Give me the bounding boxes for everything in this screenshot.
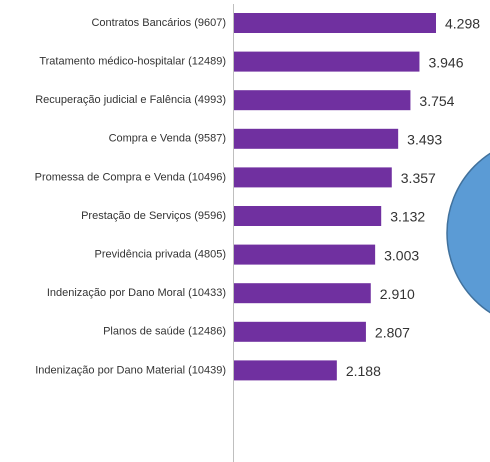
category-label: Recuperação judicial e Falência (4993) xyxy=(35,94,226,106)
category-label: Tratamento médico-hospitalar (12489) xyxy=(39,56,226,68)
bar xyxy=(234,51,420,72)
category-label: Planos de saúde (12486) xyxy=(103,326,226,338)
value-label: 2.188 xyxy=(346,363,381,379)
bar xyxy=(234,206,382,226)
value-label: 2.910 xyxy=(380,286,415,302)
value-label: 3.132 xyxy=(390,209,425,225)
value-label: 3.493 xyxy=(407,132,442,148)
category-label: Compra e Venda (9587) xyxy=(109,133,226,145)
bar xyxy=(234,13,436,33)
bar xyxy=(234,321,366,342)
value-label: 3.946 xyxy=(428,54,463,70)
value-label: 3.754 xyxy=(419,93,454,109)
value-label: 2.807 xyxy=(375,325,410,341)
category-label: Indenização por Dano Material (10439) xyxy=(35,364,226,376)
bar xyxy=(234,90,411,111)
bar xyxy=(234,360,337,381)
decorative-circle xyxy=(446,152,490,314)
value-label: 3.003 xyxy=(384,247,419,263)
bar xyxy=(234,167,392,188)
category-label: Promessa de Compra e Venda (10496) xyxy=(35,171,226,183)
category-label: Previdência privada (4805) xyxy=(95,249,226,261)
category-label: Prestação de Serviços (9596) xyxy=(81,210,226,222)
value-label: 4.298 xyxy=(445,16,480,32)
bar xyxy=(234,244,376,265)
bar xyxy=(234,128,399,149)
value-label: 3.357 xyxy=(401,170,436,186)
category-label: Contratos Bancários (9607) xyxy=(91,17,226,29)
category-label: Indenização por Dano Moral (10433) xyxy=(47,287,226,299)
bar xyxy=(234,283,371,304)
